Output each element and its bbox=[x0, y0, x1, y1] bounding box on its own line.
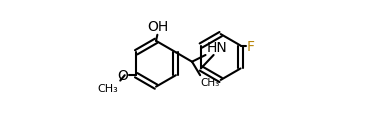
Text: OH: OH bbox=[147, 20, 169, 34]
Text: F: F bbox=[247, 39, 255, 53]
Text: O: O bbox=[117, 69, 128, 82]
Text: HN: HN bbox=[206, 40, 227, 54]
Text: CH₃: CH₃ bbox=[201, 77, 220, 87]
Text: CH₃: CH₃ bbox=[98, 83, 118, 93]
